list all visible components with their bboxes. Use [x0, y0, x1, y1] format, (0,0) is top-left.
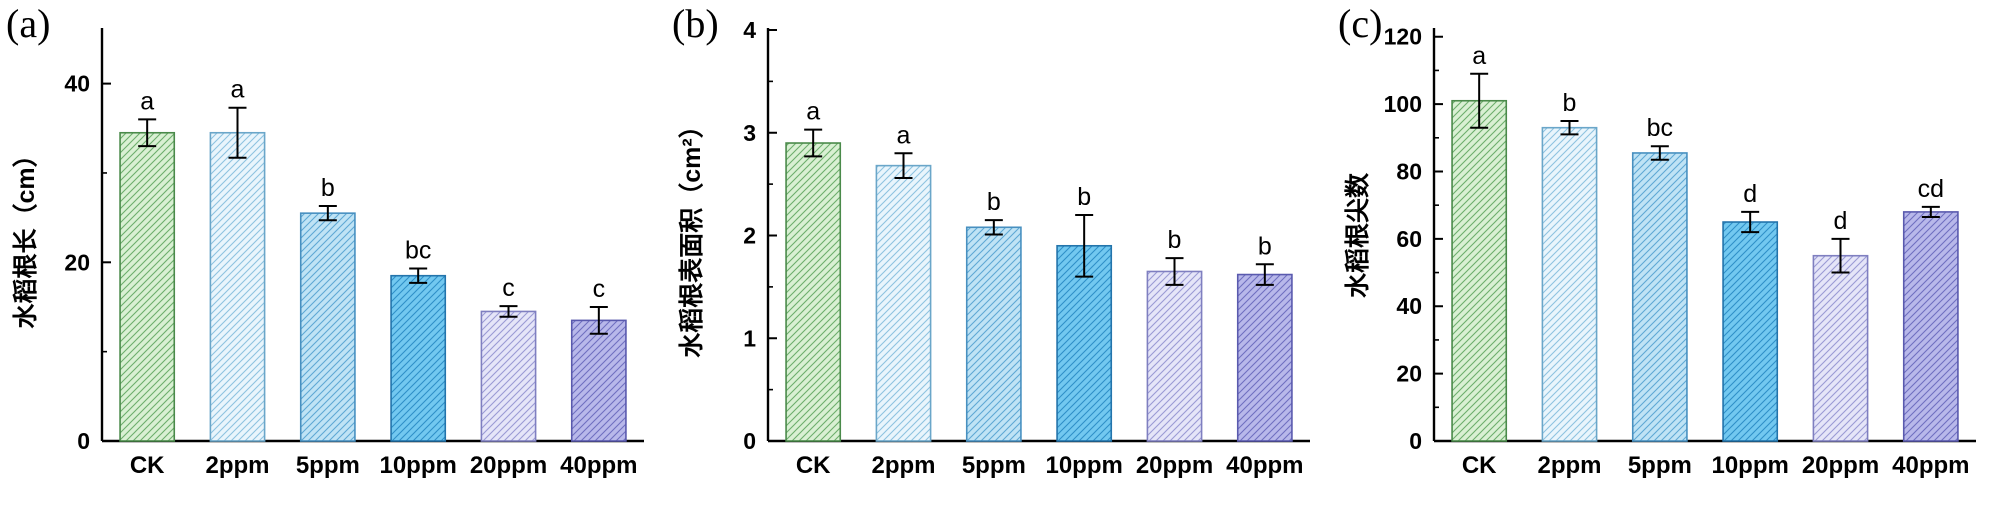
bar-5ppm: [299, 212, 356, 442]
x-tick-label: 40ppm: [560, 452, 637, 479]
sig-letter: a: [1472, 42, 1486, 70]
y-tick-label: 1: [743, 325, 756, 351]
bar-40ppm: [1902, 211, 1959, 442]
sig-letter: b: [1563, 89, 1577, 117]
bar-2ppm: [1541, 126, 1598, 442]
bar-20ppm: [480, 310, 537, 442]
y-tick-label: 0: [743, 428, 756, 454]
y-axis-label: 水稻根表面积（cm²）: [677, 113, 706, 357]
x-tick-label: 10ppm: [1711, 452, 1788, 479]
sig-letter: bc: [405, 237, 431, 265]
x-tick-label: 2ppm: [205, 452, 269, 479]
panel-label-b: (b): [672, 1, 719, 46]
sig-letter: cd: [1918, 175, 1944, 203]
y-axis-label: 水稻根长（cm）: [11, 142, 40, 328]
x-tick-label: 20ppm: [1136, 452, 1213, 479]
y-tick-label: 60: [1396, 226, 1422, 252]
bar-40ppm: [1236, 273, 1293, 442]
x-tick-label: 20ppm: [1802, 452, 1879, 479]
y-tick-label: 0: [1409, 428, 1422, 454]
bar-10ppm: [1056, 244, 1113, 442]
x-tick-label: 2ppm: [1537, 452, 1601, 479]
y-tick-label: 40: [1396, 293, 1422, 319]
y-tick-label: 100: [1384, 91, 1422, 117]
y-tick-label: 2: [743, 223, 756, 249]
panel-label-a: (a): [6, 1, 51, 46]
bar-chart-root-tip-count: 0 20 40 60 80 100 120 水稻根尖数 a CK b 2ppm bc 5ppm d 10ppm…: [1344, 24, 1976, 479]
y-tick-label: 4: [743, 17, 756, 43]
sig-letter: c: [502, 274, 515, 302]
y-tick-label: 0: [77, 428, 90, 454]
x-tick-label: CK: [130, 452, 165, 479]
bar-chart-root-surface-area: 0 1 2 3 4 水稻根表面积（cm²） a CK a 2ppm b 5ppm b 10ppm b 20pp…: [677, 17, 1310, 479]
y-tick-label: 40: [64, 71, 90, 97]
panel-b: (b) 0 1 2 3 4 水稻根表面积（cm²） a CK a 2ppm b 5ppm b 10ppm b…: [666, 0, 1332, 511]
bar-10ppm: [390, 274, 447, 442]
bar-5ppm: [1631, 152, 1688, 442]
sig-letter: a: [140, 87, 154, 115]
x-tick-label: 5ppm: [296, 452, 360, 479]
sig-letter: a: [231, 76, 245, 104]
x-tick-label: 40ppm: [1892, 452, 1969, 479]
y-tick-label: 3: [743, 120, 756, 146]
bar-2ppm: [209, 131, 266, 442]
sig-letter: bc: [1647, 114, 1673, 142]
x-tick-label: 10ppm: [1045, 452, 1122, 479]
y-tick-label: 120: [1384, 24, 1422, 50]
x-tick-label: CK: [796, 452, 831, 479]
sig-letter: d: [1743, 180, 1757, 208]
bar-CK: [119, 131, 176, 442]
bar-40ppm: [570, 319, 627, 442]
sig-letter: b: [987, 188, 1001, 216]
sig-letter: b: [1077, 183, 1091, 211]
x-tick-label: 5ppm: [962, 452, 1026, 479]
bar-5ppm: [965, 226, 1022, 442]
sig-letter: c: [593, 275, 606, 303]
sig-letter: b: [321, 174, 335, 202]
x-tick-label: 20ppm: [470, 452, 547, 479]
panel-c: (c) 0 20 40 60 80 100 120 水稻根尖数 a CK b 2ppm bc 5ppm d 1…: [1332, 0, 1998, 511]
bar-CK: [1451, 99, 1508, 442]
x-tick-label: 40ppm: [1226, 452, 1303, 479]
bar-20ppm: [1812, 254, 1869, 442]
sig-letter: a: [806, 98, 820, 126]
y-axis-label: 水稻根尖数: [1344, 172, 1372, 298]
bar-2ppm: [875, 164, 932, 442]
sig-letter: d: [1834, 207, 1848, 235]
sig-letter: a: [897, 121, 911, 149]
bar-chart-root-length: 0 20 40 水稻根长（cm） a CK a 2ppm b 5ppm bc 10ppm c 20ppm c…: [11, 28, 644, 479]
panel-label-c: (c): [1338, 1, 1383, 46]
y-tick-label: 20: [64, 249, 90, 275]
bar-CK: [785, 142, 842, 442]
sig-letter: b: [1258, 232, 1272, 260]
x-tick-label: 2ppm: [871, 452, 935, 479]
bar-10ppm: [1722, 221, 1779, 442]
bar-20ppm: [1146, 270, 1203, 442]
sig-letter: b: [1168, 226, 1182, 254]
panel-a: (a) 0 20 40 水稻根长（cm） a CK a 2ppm b 5ppm bc 10ppm c 20…: [0, 0, 666, 511]
x-tick-label: 10ppm: [379, 452, 456, 479]
x-tick-label: 5ppm: [1628, 452, 1692, 479]
x-tick-label: CK: [1462, 452, 1497, 479]
y-tick-label: 80: [1396, 158, 1422, 184]
y-tick-label: 20: [1396, 361, 1422, 387]
